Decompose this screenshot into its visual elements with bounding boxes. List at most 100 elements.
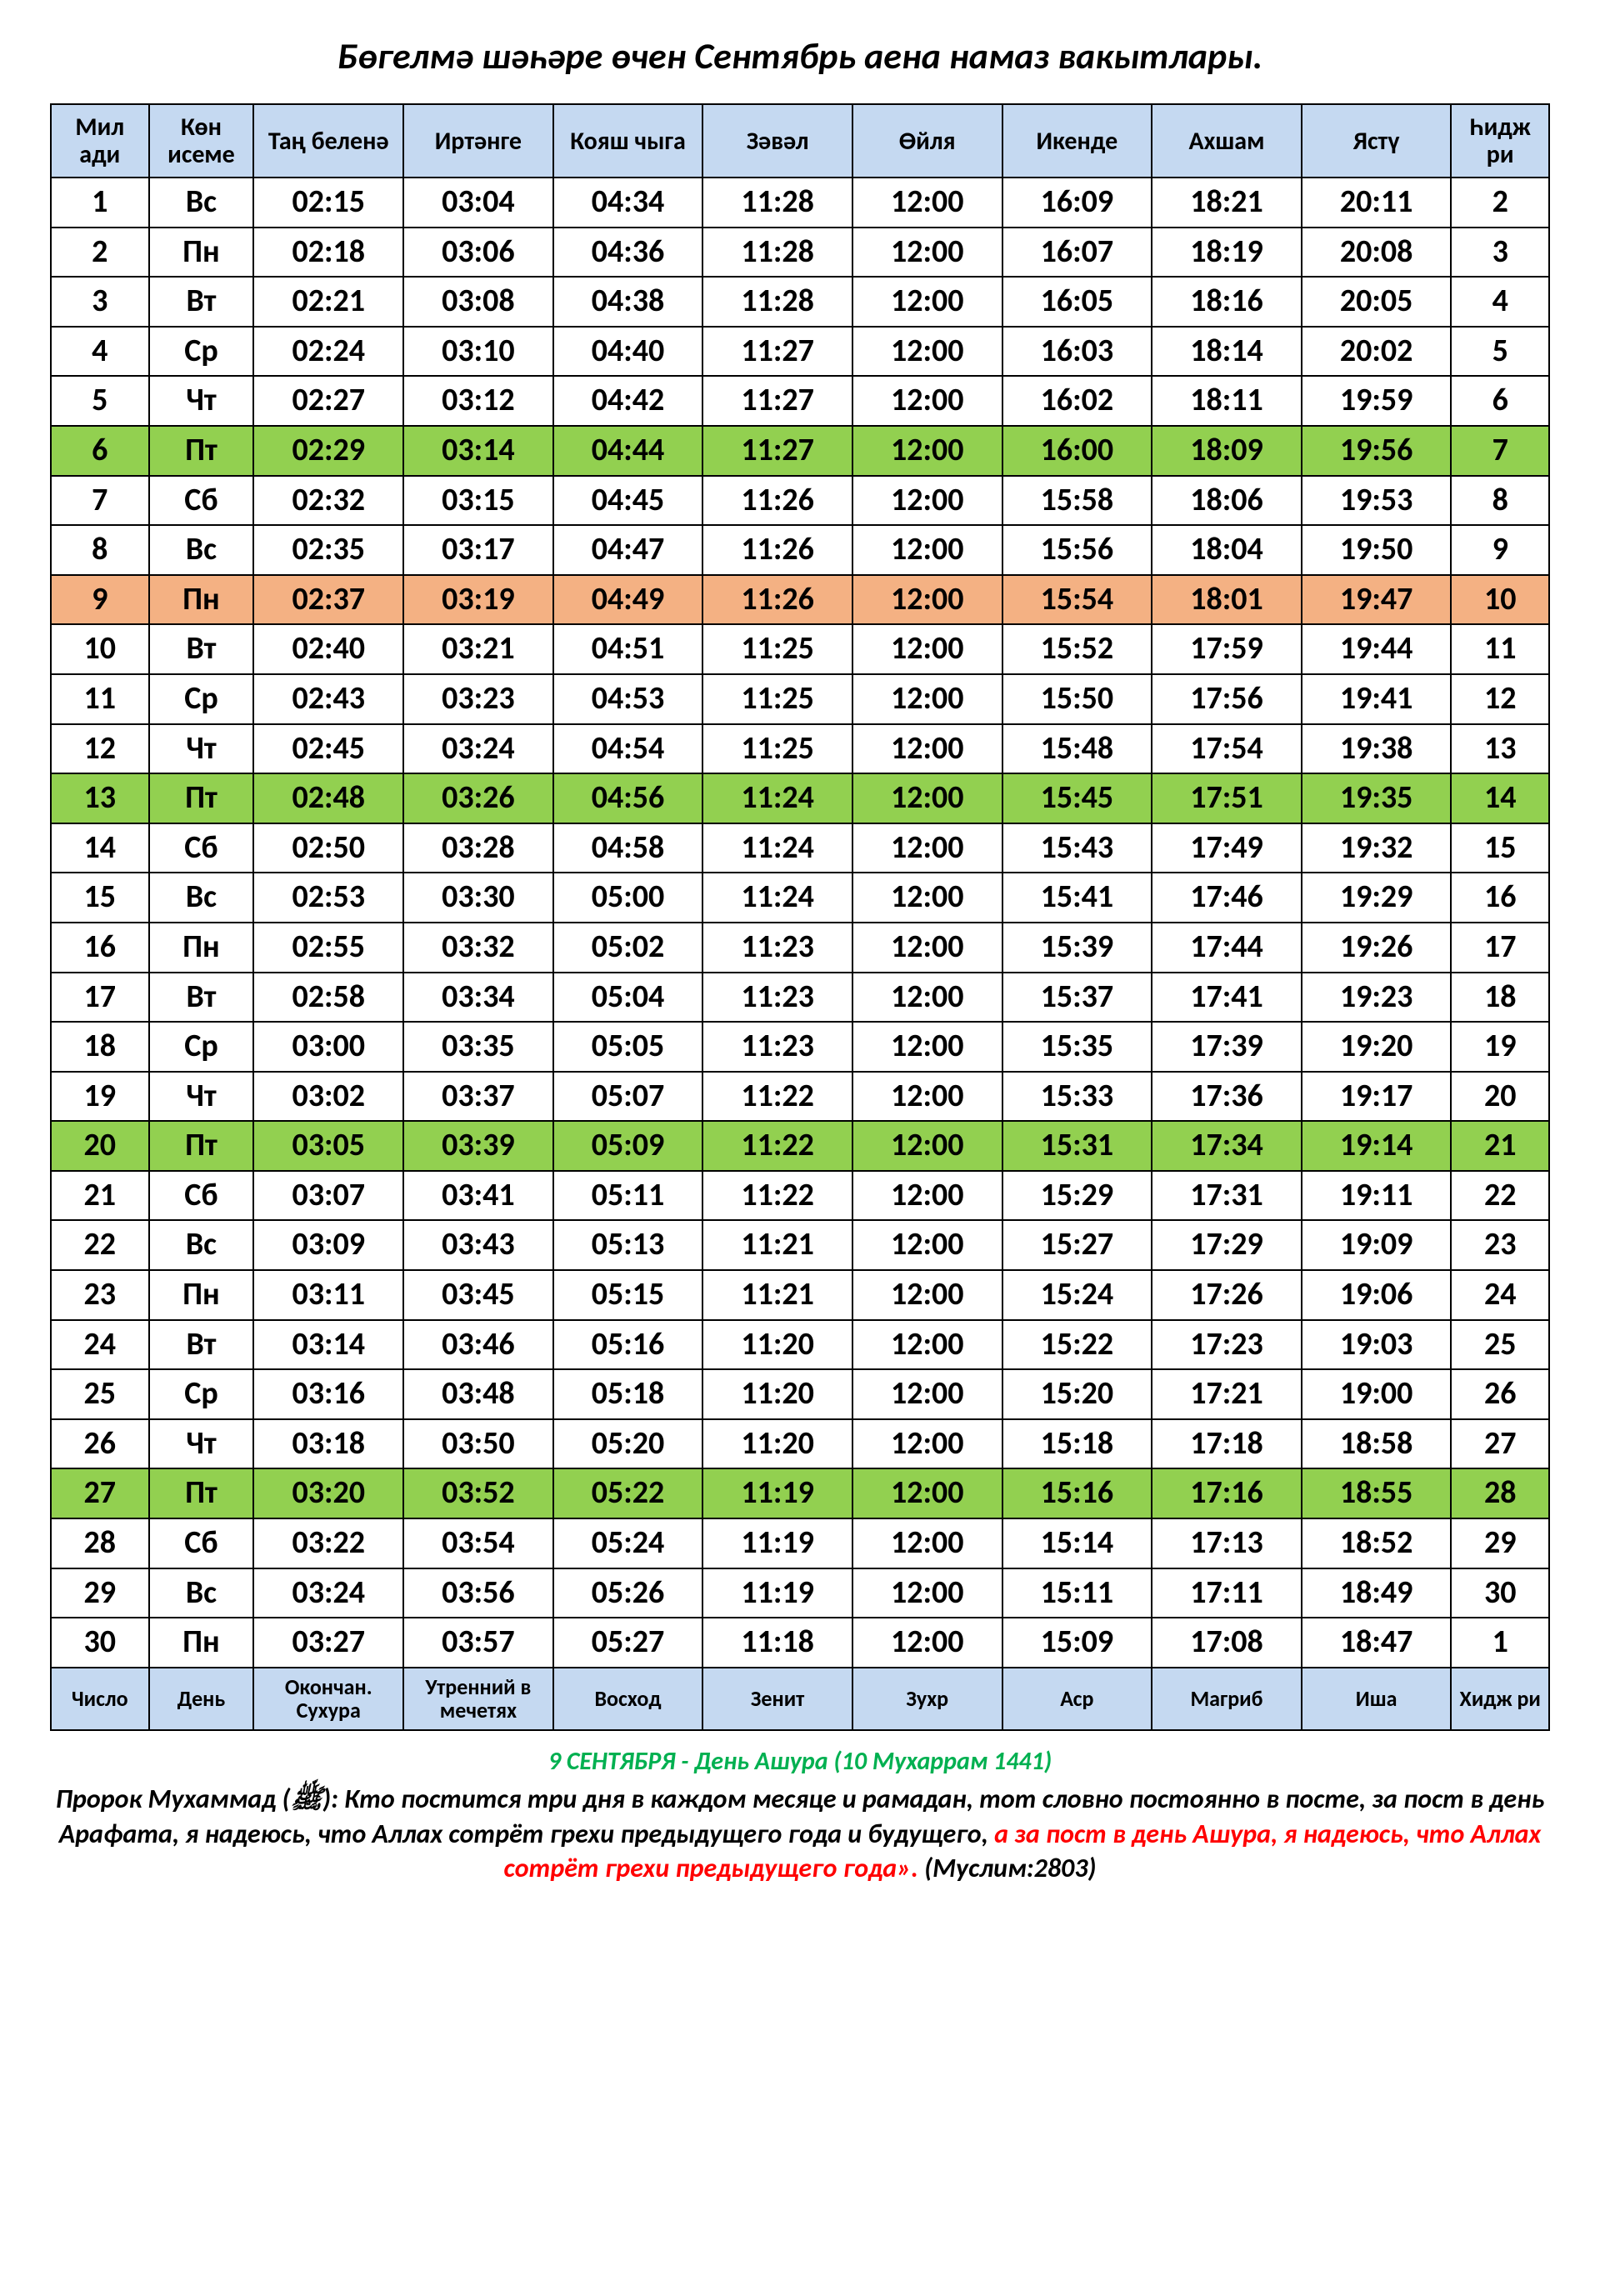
table-cell: 03:48 [403,1369,553,1419]
table-cell: 03:26 [403,773,553,823]
table-cell: Вт [149,973,254,1023]
table-cell: Пн [149,923,254,973]
table-cell: 02:55 [253,923,403,973]
table-row: 26Чт03:1803:5005:2011:2012:0015:1817:181… [51,1419,1549,1469]
table-row: 19Чт03:0203:3705:0711:2212:0015:3317:361… [51,1072,1549,1122]
table-cell: 20 [1451,1072,1549,1122]
table-row: 21Сб03:0703:4105:1111:2212:0015:2917:311… [51,1171,1549,1221]
table-cell: 12:00 [852,1121,1002,1171]
table-cell: 17:16 [1152,1468,1302,1518]
table-cell: 15:35 [1002,1022,1152,1072]
table-cell: 17:29 [1152,1220,1302,1270]
table-cell: 04:47 [553,525,703,575]
table-cell: 11:24 [702,773,852,823]
table-cell: 25 [1451,1320,1549,1370]
table-cell: 04:38 [553,277,703,327]
table-cell: 05:02 [553,923,703,973]
table-cell: 17:23 [1152,1320,1302,1370]
table-cell: 12:00 [852,1022,1002,1072]
table-cell: 17:41 [1152,973,1302,1023]
table-cell: 19:26 [1302,923,1452,973]
table-cell: 11:26 [702,476,852,526]
table-cell: Вт [149,277,254,327]
table-cell: 03:22 [253,1518,403,1568]
table-cell: 11:28 [702,178,852,228]
table-cell: 23 [1451,1220,1549,1270]
table-cell: Пн [149,1618,254,1668]
table-cell: 18 [1451,973,1549,1023]
table-cell: 25 [51,1369,149,1419]
table-cell: 12:00 [852,823,1002,873]
table-cell: Вс [149,525,254,575]
table-cell: 15:11 [1002,1568,1152,1618]
table-cell: Пт [149,773,254,823]
table-cell: 18:21 [1152,178,1302,228]
table-cell: 05:00 [553,873,703,923]
table-cell: 21 [1451,1121,1549,1171]
table-cell: 19:44 [1302,624,1452,674]
table-cell: 02:18 [253,228,403,278]
header-cell: Ястү [1302,104,1452,178]
table-cell: 17:13 [1152,1518,1302,1568]
table-cell: 11:22 [702,1171,852,1221]
table-cell: 03:00 [253,1022,403,1072]
table-cell: 13 [1451,724,1549,774]
table-cell: 26 [1451,1369,1549,1419]
table-row: 7Сб02:3203:1504:4511:2612:0015:5818:0619… [51,476,1549,526]
table-cell: 16 [1451,873,1549,923]
table-cell: 17:21 [1152,1369,1302,1419]
table-cell: 13 [51,773,149,823]
table-row: 12Чт02:4503:2404:5411:2512:0015:4817:541… [51,724,1549,774]
table-cell: 21 [51,1171,149,1221]
table-cell: 28 [1451,1468,1549,1518]
table-cell: 10 [1451,575,1549,625]
table-row: 10Вт02:4003:2104:5111:2512:0015:5217:591… [51,624,1549,674]
table-cell: 02:45 [253,724,403,774]
table-cell: 20:11 [1302,178,1452,228]
table-cell: 30 [51,1618,149,1668]
header-cell: Кояш чыга [553,104,703,178]
table-cell: 12:00 [852,724,1002,774]
table-cell: 11:20 [702,1419,852,1469]
table-cell: Вт [149,1320,254,1370]
table-cell: Чт [149,1419,254,1469]
table-cell: 18:09 [1152,426,1302,476]
table-cell: Ср [149,674,254,724]
table-cell: 11 [1451,624,1549,674]
table-row: 20Пт03:0503:3905:0911:2212:0015:3117:341… [51,1121,1549,1171]
table-cell: 17:34 [1152,1121,1302,1171]
table-cell: Пн [149,228,254,278]
table-row: 23Пн03:1103:4505:1511:2112:0015:2417:261… [51,1270,1549,1320]
table-cell: 15 [51,873,149,923]
table-cell: 05:09 [553,1121,703,1171]
table-cell: Ср [149,1369,254,1419]
table-cell: 17 [1451,923,1549,973]
table-header-row: Мил адиКөн исемеТаң беленәИртәнгеКояш чы… [51,104,1549,178]
table-cell: 03:28 [403,823,553,873]
table-cell: 11:19 [702,1518,852,1568]
table-cell: 05:22 [553,1468,703,1518]
table-cell: 03:12 [403,376,553,426]
table-cell: 05:18 [553,1369,703,1419]
table-cell: 02:50 [253,823,403,873]
table-cell: 15:43 [1002,823,1152,873]
table-cell: Вс [149,873,254,923]
table-cell: 03:32 [403,923,553,973]
table-cell: 19:35 [1302,773,1452,823]
table-cell: 05:11 [553,1171,703,1221]
table-cell: 02:58 [253,973,403,1023]
table-cell: 03:57 [403,1618,553,1668]
table-cell: 11:24 [702,873,852,923]
footer-cell: Восход [553,1668,703,1730]
table-cell: 15:27 [1002,1220,1152,1270]
table-cell: 02:15 [253,178,403,228]
table-cell: 04:53 [553,674,703,724]
footer-cell: Иша [1302,1668,1452,1730]
table-cell: 04:36 [553,228,703,278]
table-row: 14Сб02:5003:2804:5811:2412:0015:4317:491… [51,823,1549,873]
table-cell: 20 [51,1121,149,1171]
table-cell: 17:59 [1152,624,1302,674]
table-cell: 11:25 [702,674,852,724]
table-row: 2Пн02:1803:0604:3611:2812:0016:0718:1920… [51,228,1549,278]
table-cell: 17:56 [1152,674,1302,724]
